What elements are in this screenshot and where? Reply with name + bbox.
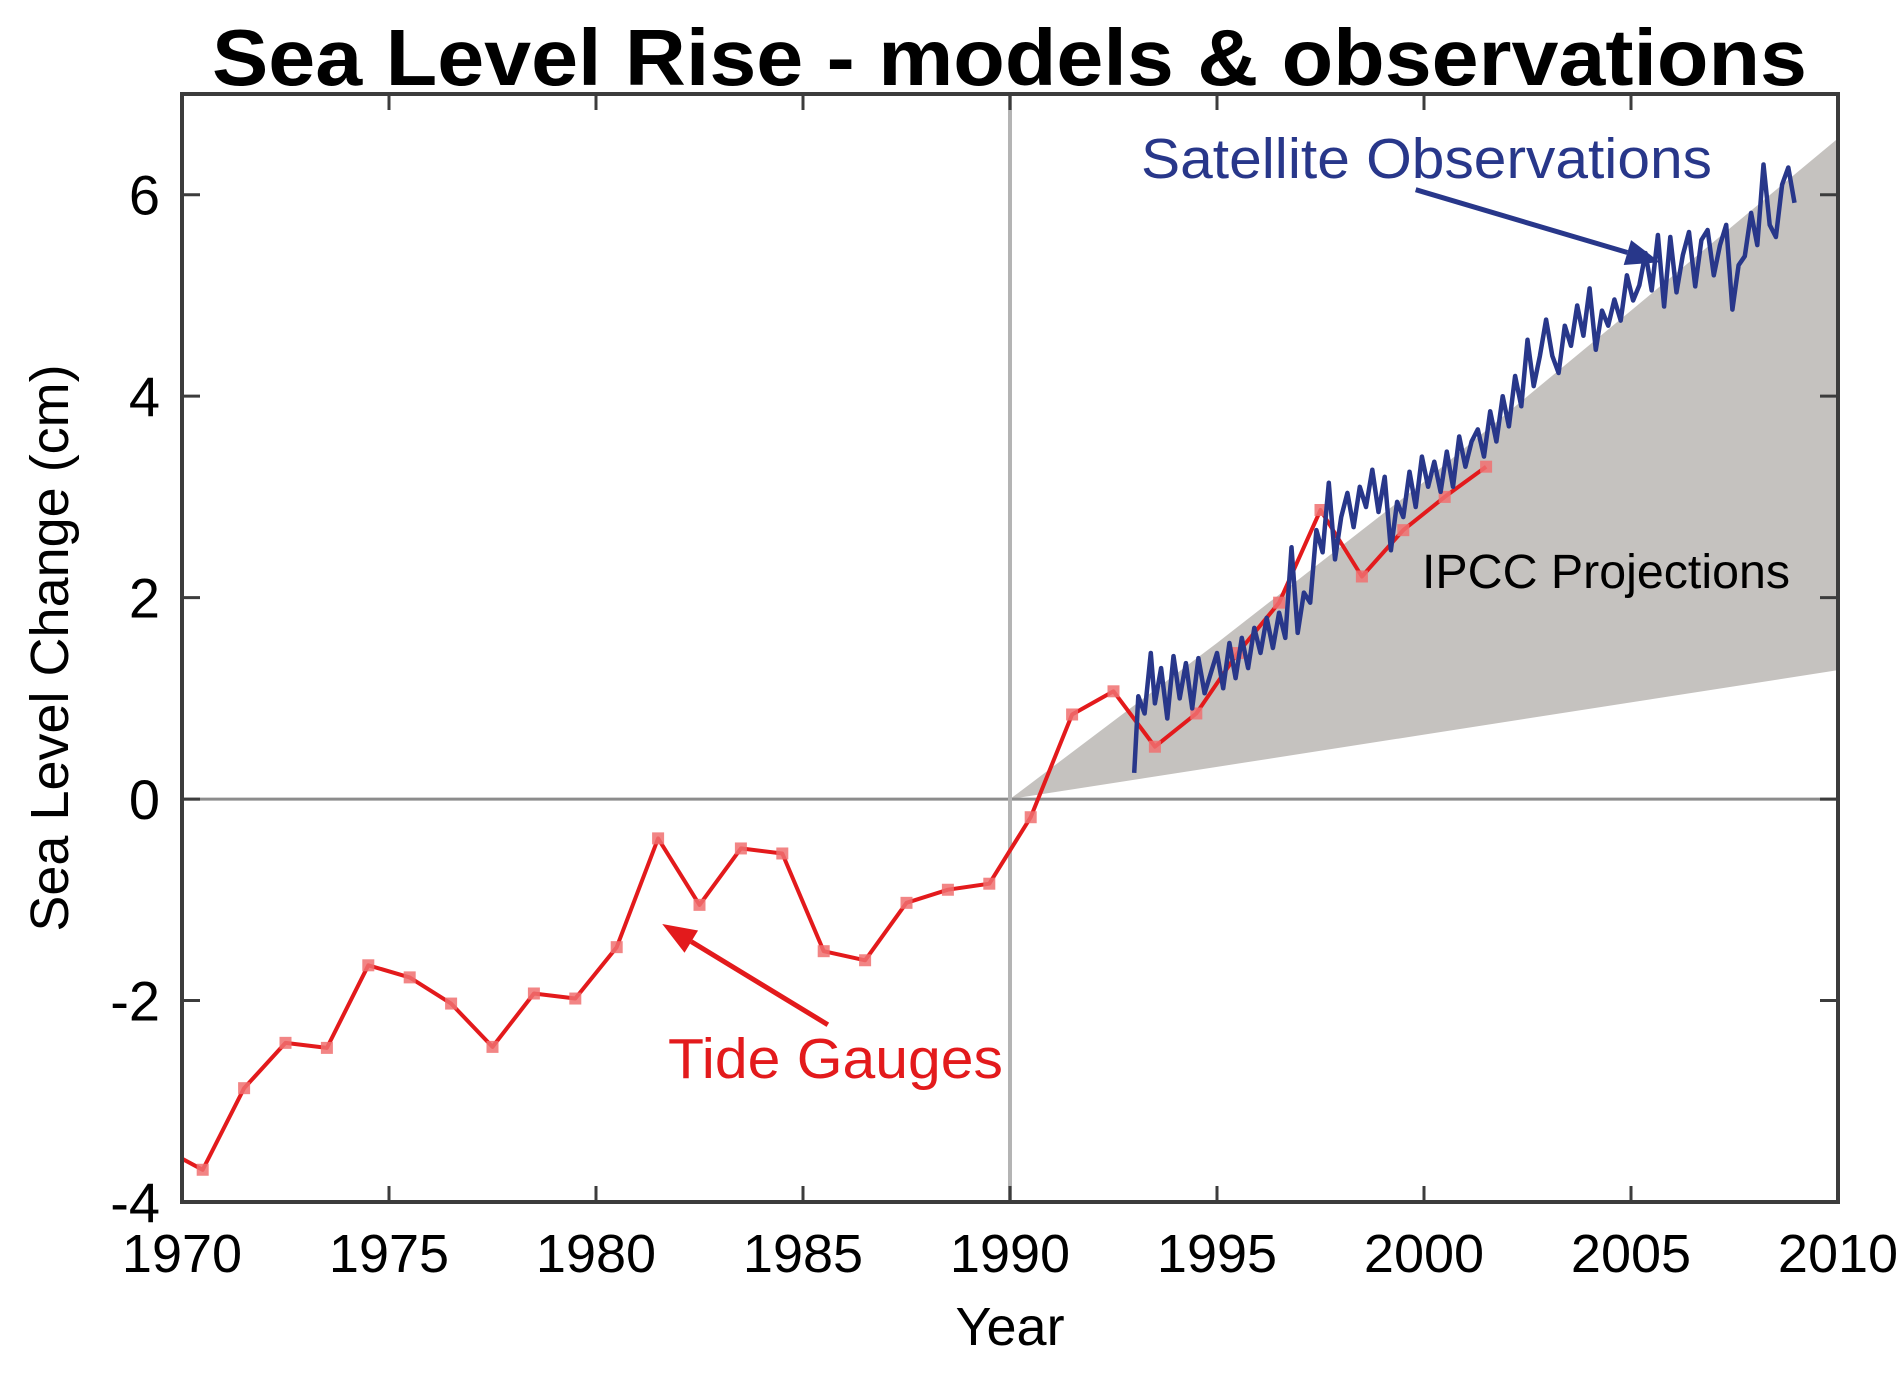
tide-gauges-point <box>652 832 665 845</box>
tide-gauges-point <box>569 992 582 1005</box>
ipcc-projection-band <box>1010 138 1838 800</box>
y-tick-label: 0 <box>129 768 160 831</box>
tide-gauges-point <box>1273 596 1286 609</box>
reference-lines <box>182 94 1838 1202</box>
tide-gauges-point <box>941 883 954 896</box>
tide-gauges-point <box>1107 685 1120 698</box>
x-tick-label: 1975 <box>329 1224 449 1284</box>
tide-gauges-point <box>900 896 913 909</box>
satellite-observations-arrow-shaft <box>1415 187 1629 255</box>
satellite-observations-label: Satellite Observations <box>1141 127 1712 191</box>
tide-gauges-point <box>1148 740 1161 753</box>
x-tick-label: 2005 <box>1571 1224 1691 1284</box>
tide-gauges-point <box>320 1041 333 1054</box>
x-tick-label: 1980 <box>536 1224 656 1284</box>
tide-gauges-point <box>776 847 789 860</box>
x-tick-label: 1995 <box>1157 1224 1277 1284</box>
tide-gauges-point <box>1397 524 1410 537</box>
tide-gauges-point <box>445 997 458 1010</box>
ipcc-projection-band-layer <box>1010 138 1838 800</box>
tide-gauges-point <box>693 898 706 911</box>
tide-gauges-point <box>1438 490 1451 503</box>
tide-gauges-point <box>1355 570 1368 583</box>
chart-title: Sea Level Rise - models & observations <box>212 13 1807 102</box>
tide-gauges-point <box>1190 707 1203 720</box>
series-layer <box>182 162 1797 1176</box>
tide-gauges-point <box>527 987 540 1000</box>
x-axis-label: Year <box>955 1297 1064 1357</box>
tide-gauges-label: Tide Gauges <box>668 1027 1003 1091</box>
tide-gauges-point <box>1066 708 1079 721</box>
x-tick-label: 1970 <box>122 1224 242 1284</box>
tide-gauges-arrow-shaft <box>689 939 830 1027</box>
tide-gauges-point <box>1024 811 1037 824</box>
tide-gauges-point <box>734 842 747 855</box>
tide-gauges-point <box>403 971 416 984</box>
tide-gauges-point <box>859 954 872 967</box>
y-axis-label: Sea Level Change (cm) <box>20 364 80 931</box>
satellite-observations-arrow-head <box>1623 240 1660 265</box>
tide-gauges-point <box>196 1163 209 1176</box>
x-tick-label: 1985 <box>743 1224 863 1284</box>
tide-gauges-point <box>983 877 996 890</box>
tide-gauges-point <box>1480 460 1493 473</box>
tide-gauges-point <box>1314 504 1327 517</box>
tide-gauges-point <box>279 1036 292 1049</box>
x-tick-label: 2010 <box>1778 1224 1898 1284</box>
tide-gauges-point <box>486 1040 499 1053</box>
x-tick-label: 1990 <box>950 1224 1070 1284</box>
y-tick-label: -4 <box>110 1171 160 1234</box>
tide-gauges-point <box>610 941 623 954</box>
tide-gauges-point <box>817 945 830 958</box>
y-tick-label: 2 <box>129 567 160 630</box>
x-tick-label: 2000 <box>1364 1224 1484 1284</box>
y-tick-label: 6 <box>129 164 160 227</box>
tide-gauges-point <box>238 1082 251 1095</box>
y-tick-label: 4 <box>129 365 160 428</box>
tide-gauges-point <box>362 959 375 972</box>
satellite-observations-line <box>1131 162 1797 774</box>
ipcc-projections-label: IPCC Projections <box>1422 546 1790 599</box>
y-tick-label: -2 <box>110 970 160 1033</box>
axis-ticks: 1970 1975 1980 1985 1990 1995 2000 2005 2010 -4 -2… <box>110 94 1898 1284</box>
annotations: Satellite Observations Tide Gauges IPCC … <box>662 127 1790 1091</box>
tide-gauges-arrow-head <box>662 923 699 953</box>
